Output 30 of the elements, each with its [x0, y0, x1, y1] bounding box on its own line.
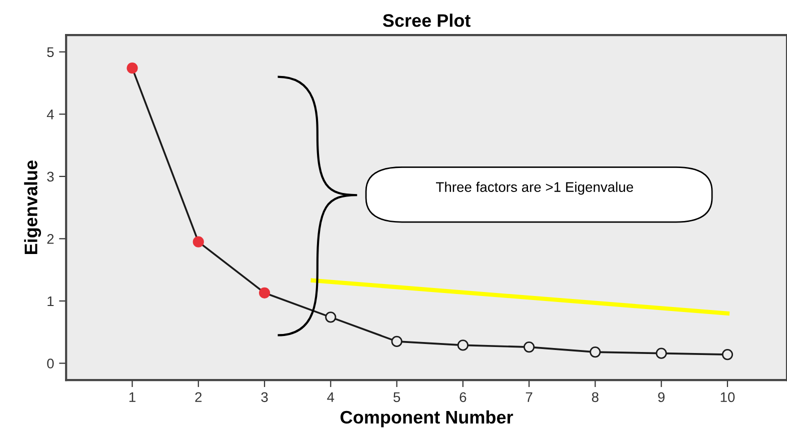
- point: [192, 236, 204, 248]
- x-tick-label: 3: [261, 392, 268, 402]
- point: [457, 340, 468, 351]
- x-tick-label: 7: [526, 392, 532, 402]
- x-tick-label: 9: [658, 392, 665, 402]
- y-tick-label: 4: [46, 110, 54, 120]
- point: [258, 287, 270, 298]
- point: [325, 312, 336, 323]
- x-tick-label: 4: [327, 392, 334, 402]
- point: [524, 342, 535, 353]
- point: [391, 336, 402, 348]
- point: [126, 62, 138, 74]
- x-tick-label: 5: [393, 392, 400, 402]
- y-tick-label: 1: [48, 296, 54, 306]
- x-tick-label: 1: [129, 392, 136, 402]
- y-axis-title: Eigenvalue: [24, 160, 42, 254]
- x-tick-label: 6: [460, 392, 466, 402]
- x-axis-title: Component Number: [340, 410, 514, 428]
- annotation: Three factors are >1 Eigenvalue: [436, 182, 634, 195]
- y-tick-label: 3: [47, 172, 54, 182]
- chart-title: Scree Plot: [382, 14, 470, 27]
- y-tick-label: 0: [47, 358, 54, 368]
- y-tick-label: 2: [47, 234, 54, 244]
- point: [722, 348, 734, 360]
- point: [590, 346, 601, 358]
- point: [656, 348, 667, 359]
- x-tick-label: 2: [195, 392, 202, 402]
- y-tick-label: 5: [47, 47, 54, 58]
- x-tick-label: 8: [592, 392, 598, 402]
- x-tick-label: 10: [720, 392, 735, 402]
